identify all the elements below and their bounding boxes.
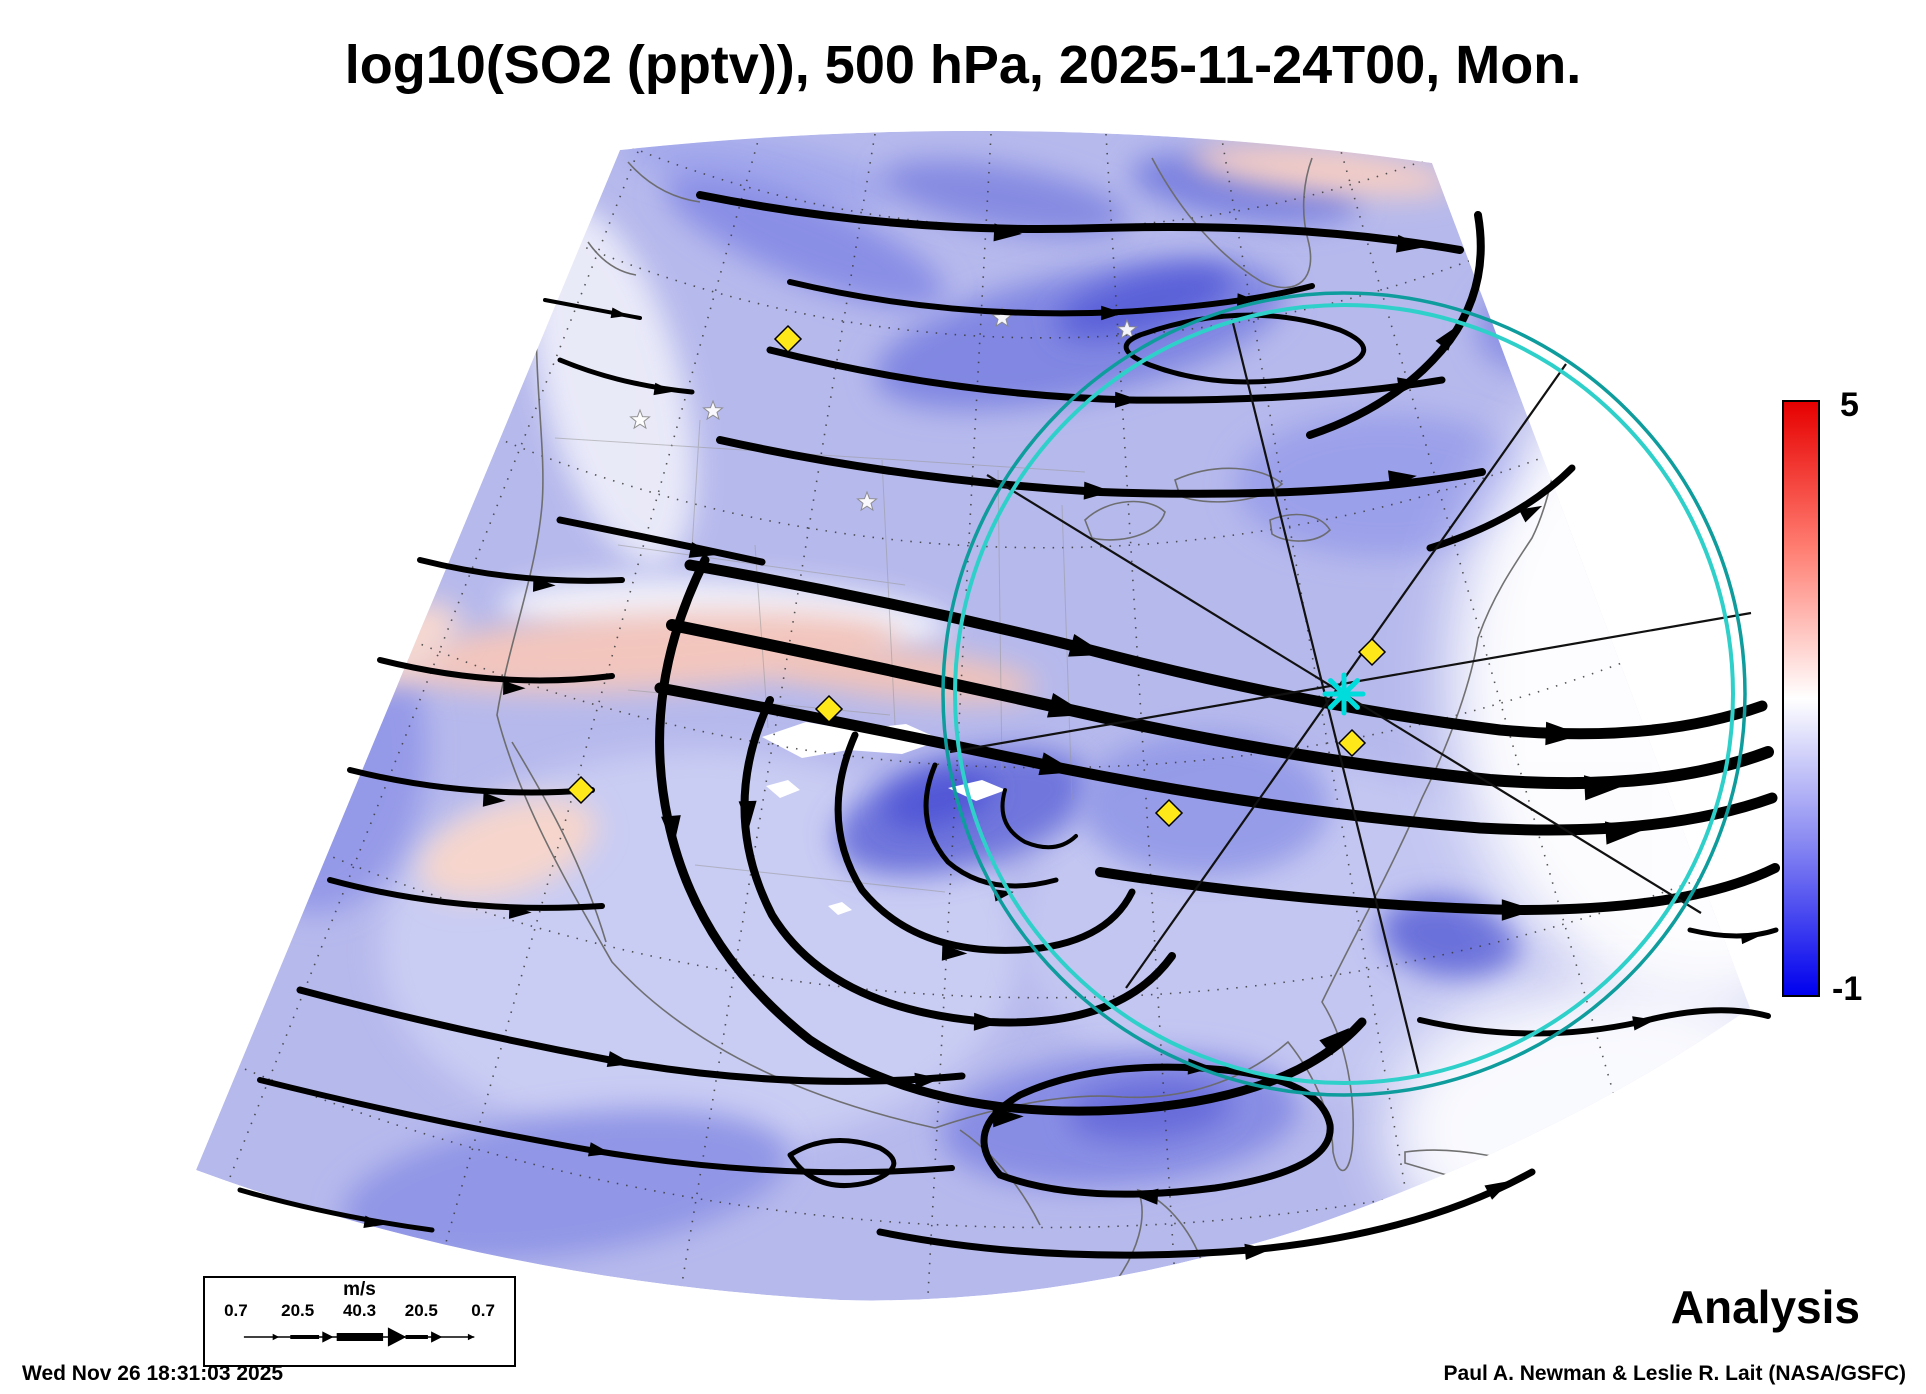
arrowhead-icon xyxy=(1395,234,1425,253)
streamline xyxy=(787,279,1315,317)
diamond-marker-icon xyxy=(1337,728,1367,758)
arrowhead-icon xyxy=(532,577,556,592)
arrowhead-icon xyxy=(587,1142,612,1157)
star-icon xyxy=(856,490,878,512)
arrowhead-icon xyxy=(1484,1180,1511,1200)
arrowhead-icon xyxy=(1435,325,1458,351)
streamline xyxy=(655,555,1367,1116)
streamline xyxy=(347,767,595,796)
wind-scale-value: 20.5 xyxy=(404,1301,438,1320)
wind-scale-value: 20.5 xyxy=(281,1301,315,1320)
arrowhead-icon xyxy=(1740,933,1759,945)
arrowhead-icon xyxy=(1583,775,1624,801)
arrowhead-icon xyxy=(1244,1243,1271,1260)
arrowhead-icon xyxy=(1114,391,1141,408)
arrowhead-icon xyxy=(363,1215,384,1229)
streamline xyxy=(556,516,766,566)
plot-title: log10(SO2 (pptv)), 500 hPa, 2025-11-24T0… xyxy=(344,35,1582,95)
arrowhead-icon xyxy=(1501,899,1536,921)
arrowhead-icon xyxy=(1083,481,1112,500)
arrowhead-icon xyxy=(1518,505,1543,523)
streamline xyxy=(237,1187,435,1233)
arrowhead-icon xyxy=(482,792,506,807)
diamond-marker-icon xyxy=(1357,637,1387,667)
streamline xyxy=(327,877,605,911)
wind-scale-arrow-icon xyxy=(243,1327,475,1347)
arrowhead-icon xyxy=(1387,470,1417,489)
arrowhead-icon xyxy=(1397,377,1424,394)
arrowhead-icon xyxy=(1047,693,1089,718)
arrowhead-icon xyxy=(1319,1027,1350,1056)
star-icon xyxy=(1116,318,1138,340)
source-asterisk-icon xyxy=(1322,672,1366,716)
wind-scale-value: 0.7 xyxy=(224,1301,248,1320)
arrowhead-icon xyxy=(1132,1188,1159,1205)
streamline xyxy=(417,557,625,584)
streamline xyxy=(377,657,615,684)
star-icon xyxy=(702,399,724,421)
arrowhead-icon xyxy=(973,1012,1002,1031)
streamline xyxy=(696,191,1464,254)
arrowhead-icon xyxy=(992,1107,1024,1128)
diamond-marker-icon xyxy=(1154,798,1184,828)
wind-scale-values: 0.7 20.5 40.3 20.5 0.7 xyxy=(205,1301,514,1321)
colorbar-max-label: 5 xyxy=(1840,386,1859,424)
streamline xyxy=(1095,863,1780,916)
streamline xyxy=(1000,788,1078,850)
trajectory-line xyxy=(949,611,1752,754)
arrowhead-icon xyxy=(914,1072,941,1089)
streamline xyxy=(557,357,695,395)
analysis-label: Analysis xyxy=(1670,1281,1860,1333)
streamline xyxy=(787,1137,897,1188)
arrowhead-icon xyxy=(1068,633,1107,657)
wind-scale-value: 0.7 xyxy=(471,1301,495,1320)
colorbar xyxy=(1782,400,1820,997)
diamond-marker-icon xyxy=(814,694,844,724)
colorbar-min-label: -1 xyxy=(1832,970,1863,1008)
star-icon xyxy=(629,408,651,430)
streamline xyxy=(666,619,1774,790)
arrowhead-icon xyxy=(688,542,715,558)
arrowhead-icon xyxy=(503,680,526,696)
footer-credit: Paul A. Newman & Leslie R. Lait (NASA/GS… xyxy=(1443,1362,1906,1385)
trajectory-line xyxy=(1230,318,1421,1076)
arrowhead-icon xyxy=(941,944,968,961)
wind-scale-legend: m/s 0.7 20.5 40.3 20.5 0.7 xyxy=(203,1276,516,1367)
streamline-arrowheads xyxy=(363,223,1759,1260)
streamline xyxy=(923,762,1059,889)
streamline xyxy=(684,559,1768,740)
site-diamonds xyxy=(566,324,1387,828)
arrowhead-icon xyxy=(606,1051,634,1068)
arrowhead-icon xyxy=(1187,1058,1214,1075)
streamline xyxy=(1417,1007,1771,1037)
arrowhead-icon xyxy=(653,382,674,396)
arrowhead-icon xyxy=(610,307,629,319)
arrowhead-icon xyxy=(661,815,681,847)
arrowhead-icon xyxy=(993,223,1022,242)
arrowhead-icon xyxy=(1604,821,1643,845)
star-markers xyxy=(629,306,1138,512)
streamline xyxy=(1687,927,1779,939)
arrowhead-icon xyxy=(1236,293,1257,306)
range-ring xyxy=(941,291,1747,1097)
arrowhead-icon xyxy=(1545,721,1583,746)
arrowhead-icon xyxy=(1101,305,1124,321)
footer-timestamp: Wed Nov 26 18:31:03 2025 xyxy=(22,1362,284,1385)
diamond-marker-icon xyxy=(566,775,596,805)
wind-scale-value: 40.3 xyxy=(342,1301,377,1320)
arrowhead-icon xyxy=(1038,752,1077,776)
arrowhead-icon xyxy=(738,800,757,829)
diamond-marker-icon xyxy=(773,324,803,354)
arrowhead-icon xyxy=(508,904,532,919)
streamline xyxy=(1426,464,1576,552)
wind-scale-units: m/s xyxy=(343,1279,376,1300)
streamline xyxy=(834,731,1136,954)
arrowhead-icon xyxy=(1632,1016,1656,1031)
